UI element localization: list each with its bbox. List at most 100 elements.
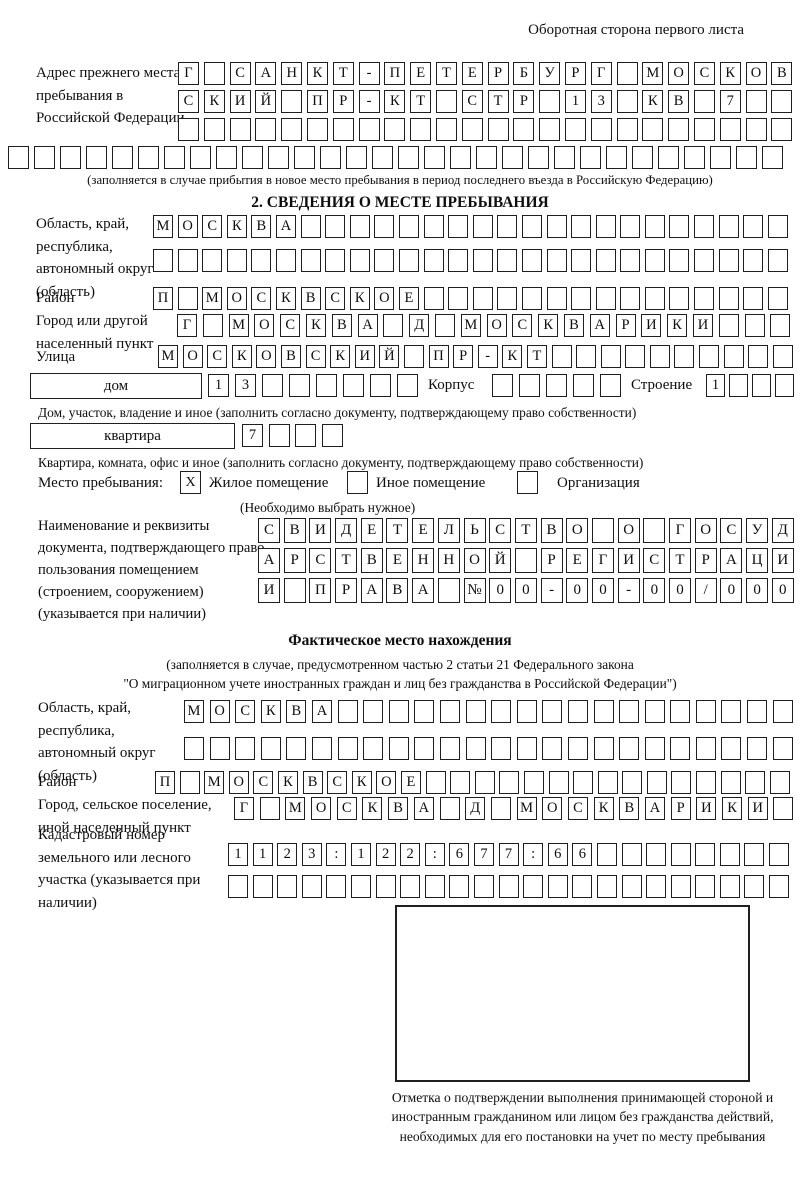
form-cell[interactable]	[252, 875, 273, 898]
form-cell[interactable]	[642, 118, 664, 141]
form-cell[interactable]: С	[309, 548, 332, 573]
form-cell[interactable]	[770, 314, 791, 337]
form-cell[interactable]	[571, 287, 592, 310]
form-cell[interactable]: Д	[335, 518, 358, 543]
form-cell[interactable]: Р	[453, 345, 474, 368]
form-cell[interactable]	[277, 875, 298, 898]
form-cell[interactable]: С	[336, 797, 357, 820]
form-cell[interactable]	[423, 215, 444, 238]
form-cell[interactable]: И	[771, 548, 794, 573]
form-cell[interactable]	[424, 146, 445, 169]
form-cell[interactable]	[350, 875, 371, 898]
form-cell[interactable]	[439, 700, 460, 723]
form-cell[interactable]: С	[207, 345, 228, 368]
form-cell[interactable]: 3	[235, 374, 256, 397]
form-cell[interactable]	[670, 700, 691, 723]
form-cell[interactable]	[669, 215, 690, 238]
form-cell[interactable]: Д	[409, 314, 430, 337]
form-cell[interactable]	[474, 771, 495, 794]
form-cell[interactable]: Т	[669, 548, 691, 573]
form-cell[interactable]	[465, 700, 486, 723]
form-cell[interactable]	[771, 118, 793, 141]
form-cell[interactable]	[595, 287, 616, 310]
form-cell[interactable]	[593, 737, 614, 760]
form-cell[interactable]	[593, 700, 614, 723]
form-cell[interactable]	[718, 215, 739, 238]
form-cell[interactable]: П	[155, 771, 175, 794]
form-cell[interactable]	[576, 345, 597, 368]
form-cell[interactable]	[450, 146, 471, 169]
form-cell[interactable]	[521, 287, 542, 310]
form-cell[interactable]: В	[386, 578, 409, 603]
form-cell[interactable]: Т	[487, 90, 509, 113]
form-cell[interactable]	[465, 737, 486, 760]
form-cell[interactable]	[772, 345, 793, 368]
form-cell[interactable]	[521, 215, 542, 238]
form-cell[interactable]	[723, 345, 744, 368]
form-cell[interactable]: Н	[412, 548, 435, 573]
form-cell[interactable]: Ц	[746, 548, 769, 573]
form-cell[interactable]: 6	[547, 843, 568, 866]
form-cell[interactable]	[375, 875, 396, 898]
form-cell[interactable]	[699, 345, 720, 368]
form-cell[interactable]	[644, 700, 665, 723]
form-cell[interactable]	[349, 215, 370, 238]
form-cell[interactable]	[242, 146, 263, 169]
form-cell[interactable]	[260, 737, 281, 760]
form-cell[interactable]: У	[746, 518, 769, 543]
form-cell[interactable]	[767, 249, 788, 272]
form-cell[interactable]	[752, 374, 771, 397]
form-cell[interactable]	[773, 797, 794, 820]
form-cell[interactable]	[644, 215, 665, 238]
form-cell[interactable]	[571, 249, 592, 272]
form-cell[interactable]	[424, 875, 445, 898]
form-cell[interactable]	[326, 875, 347, 898]
form-cell[interactable]	[772, 737, 793, 760]
form-cell[interactable]: Е	[400, 771, 421, 794]
form-cell[interactable]	[721, 700, 742, 723]
form-cell[interactable]: 0	[566, 578, 589, 603]
form-cell[interactable]	[226, 249, 247, 272]
form-cell[interactable]: О	[228, 771, 249, 794]
form-cell[interactable]: В	[302, 771, 323, 794]
form-cell[interactable]	[289, 374, 310, 397]
form-cell[interactable]	[720, 771, 741, 794]
form-cell[interactable]	[539, 90, 561, 113]
form-cell[interactable]	[718, 287, 739, 310]
form-cell[interactable]	[179, 771, 200, 794]
form-cell[interactable]: К	[722, 797, 743, 820]
form-cell[interactable]	[473, 875, 494, 898]
form-cell[interactable]	[138, 146, 159, 169]
form-cell[interactable]: /	[694, 578, 717, 603]
form-cell[interactable]: А	[357, 314, 378, 337]
form-cell[interactable]	[363, 700, 384, 723]
form-cell[interactable]: 6	[449, 843, 470, 866]
form-cell[interactable]: А	[645, 797, 665, 820]
form-cell[interactable]	[551, 345, 572, 368]
form-cell[interactable]	[625, 345, 646, 368]
form-cell[interactable]: К	[667, 314, 688, 337]
form-cell[interactable]: С	[258, 518, 280, 543]
form-cell[interactable]	[748, 345, 769, 368]
form-cell[interactable]	[771, 90, 793, 113]
form-cell[interactable]: А	[360, 578, 383, 603]
form-cell[interactable]: М	[153, 215, 173, 238]
form-cell[interactable]	[519, 374, 540, 397]
form-cell[interactable]	[448, 249, 469, 272]
form-cell[interactable]	[472, 249, 493, 272]
form-cell[interactable]	[259, 797, 280, 820]
form-cell[interactable]: К	[260, 700, 281, 723]
form-cell[interactable]: 6	[572, 843, 593, 866]
form-cell[interactable]	[620, 287, 641, 310]
form-cell[interactable]: Т	[514, 518, 537, 543]
form-cell[interactable]: О	[463, 548, 486, 573]
form-cell[interactable]: И	[258, 578, 280, 603]
checkbox-residential[interactable]: X	[180, 471, 201, 494]
form-cell[interactable]	[769, 875, 790, 898]
form-cell[interactable]: Й	[255, 90, 277, 113]
form-cell[interactable]	[516, 737, 537, 760]
form-cell[interactable]	[744, 843, 765, 866]
form-cell[interactable]: А	[413, 797, 434, 820]
form-cell[interactable]	[542, 737, 563, 760]
form-cell[interactable]	[112, 146, 133, 169]
